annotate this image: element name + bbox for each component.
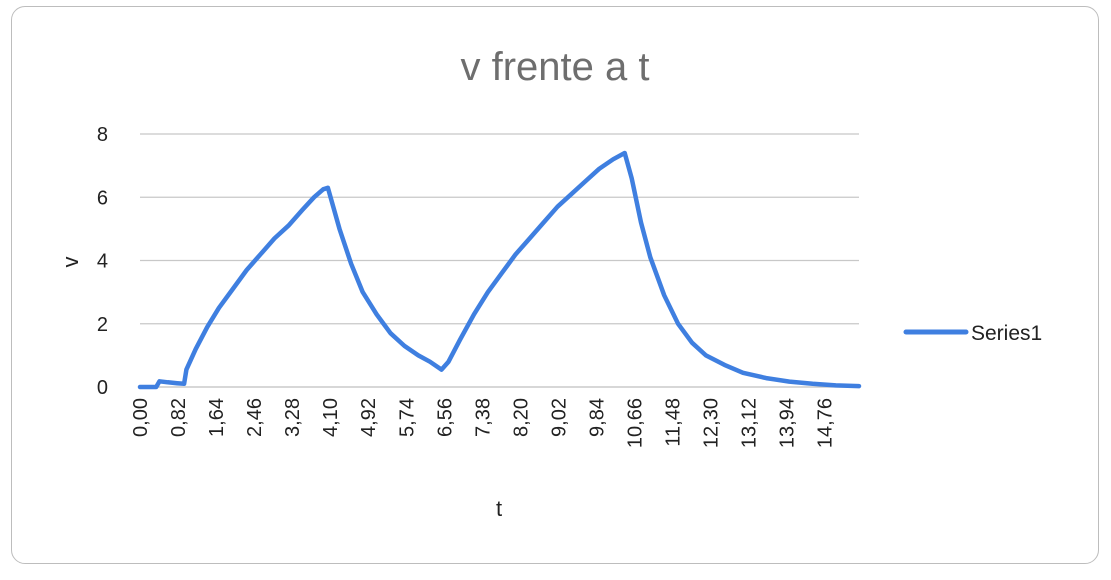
legend: Series1 [903, 322, 1042, 345]
y-tick-labels: 0 2 4 6 8 [97, 124, 108, 399]
x-tick-label: 12,30 [701, 398, 723, 448]
y-tick-label: 4 [97, 251, 108, 273]
legend-entry: Series1 [971, 322, 1042, 345]
x-tick-label: 1,64 [206, 398, 228, 437]
x-tick-label: 9,84 [586, 398, 608, 437]
x-tick-label: 14,76 [815, 398, 837, 448]
x-tick-label: 5,74 [396, 398, 418, 437]
y-tick-label: 0 [97, 377, 108, 399]
x-tick-label: 11,48 [663, 398, 685, 447]
x-tick-label: 4,10 [320, 398, 342, 437]
y-tick-label: 6 [97, 187, 108, 209]
x-tick-label: 13,12 [739, 398, 761, 448]
x-tick-label: 6,56 [434, 398, 456, 437]
x-tick-label: 3,28 [282, 398, 304, 437]
x-tick-label: 8,20 [510, 398, 532, 437]
chart-title: v frente a t [461, 45, 650, 89]
x-tick-label: 10,66 [624, 398, 646, 448]
x-tick-label: 2,46 [244, 398, 266, 437]
x-tick-label: 0,00 [130, 398, 152, 437]
x-axis-label: t [496, 496, 502, 521]
series-line-0 [137, 150, 862, 390]
y-axis-label: v [58, 257, 83, 268]
series-lines [137, 150, 862, 390]
x-tick-label: 7,38 [472, 398, 494, 437]
y-tick-label: 2 [97, 314, 108, 336]
gridlines [140, 133, 859, 388]
x-tick-label: 0,82 [168, 398, 190, 437]
x-tick-label: 4,92 [358, 398, 380, 437]
chart-frame [11, 6, 1099, 564]
x-tick-labels: 0,00 0,82 1,64 2,46 3,28 4,10 4,92 5,74 6,56 7,38… [130, 398, 837, 448]
y-tick-label: 8 [97, 124, 108, 146]
x-tick-label: 13,94 [777, 398, 799, 448]
x-tick-label: 9,02 [548, 398, 570, 437]
